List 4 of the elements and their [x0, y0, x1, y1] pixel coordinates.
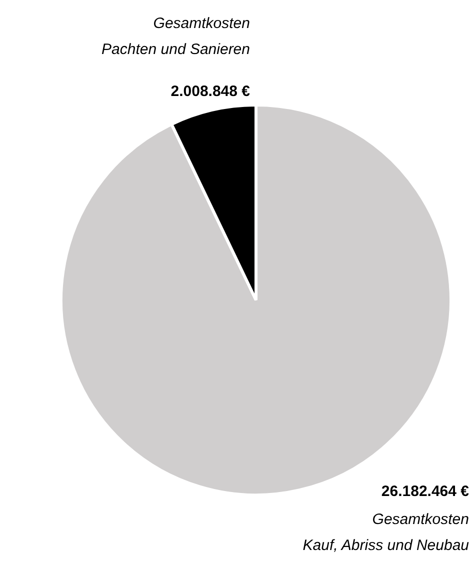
data-label: 2.008.848 € [170, 83, 251, 100]
data-label: 26.182.464 € [381, 483, 470, 500]
slice-label: Gesamtkosten Kauf, Abriss und Neubau [302, 511, 470, 554]
slice-label: Gesamtkosten Pachten und Sanieren [102, 15, 250, 58]
